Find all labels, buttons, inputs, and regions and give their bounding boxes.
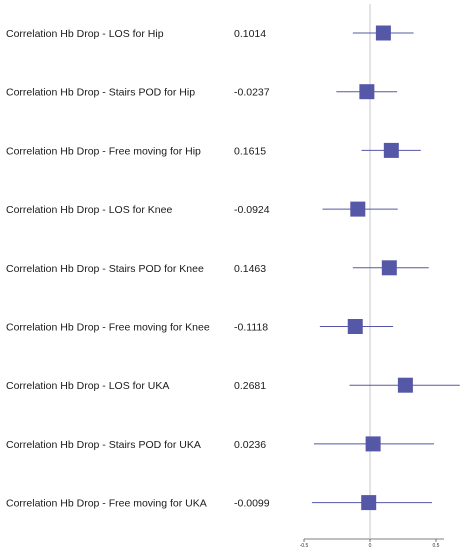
row-value: 0.1615	[234, 145, 266, 157]
row-value: -0.0924	[234, 204, 270, 216]
row-value: 0.0236	[234, 439, 266, 451]
estimate-marker	[350, 201, 366, 217]
forest-row: Correlation Hb Drop - Stairs POD for UKA…	[6, 436, 435, 452]
estimate-marker	[361, 495, 377, 511]
x-axis-tick-label: 0	[369, 543, 372, 549]
row-value: 0.1463	[234, 263, 266, 275]
row-label: Correlation Hb Drop - Stairs POD for Hip	[6, 87, 195, 99]
forest-row: Correlation Hb Drop - LOS for UKA 0.2681	[6, 377, 460, 393]
estimate-marker	[359, 84, 375, 100]
estimate-marker	[375, 25, 391, 41]
estimate-marker	[365, 436, 381, 452]
estimate-marker	[383, 142, 399, 158]
estimate-marker	[397, 377, 413, 393]
row-value: -0.1118	[234, 322, 268, 334]
row-label: Correlation Hb Drop - Free moving for Kn…	[6, 322, 210, 334]
row-value: 0.1014	[234, 28, 266, 40]
forest-row: Correlation Hb Drop - Free moving for Kn…	[6, 319, 394, 334]
forest-row: Correlation Hb Drop - Free moving for Hi…	[6, 142, 421, 158]
forest-row: Correlation Hb Drop - Stairs POD for Hip…	[6, 84, 398, 100]
row-value: -0.0237	[234, 87, 270, 99]
row-label: Correlation Hb Drop - LOS for Knee	[6, 204, 172, 216]
row-label: Correlation Hb Drop - LOS for Hip	[6, 28, 164, 40]
forest-row: Correlation Hb Drop - Stairs POD for Kne…	[6, 260, 429, 276]
row-label: Correlation Hb Drop - LOS for UKA	[6, 380, 169, 392]
estimate-marker	[381, 260, 397, 276]
forest-row: Correlation Hb Drop - LOS for Knee -0.092…	[6, 201, 398, 217]
row-value: -0.0099	[234, 498, 270, 510]
row-label: Correlation Hb Drop - Stairs POD for Kne…	[6, 263, 204, 275]
forest-row: Correlation Hb Drop - LOS for Hip 0.1014	[6, 25, 414, 41]
estimate-marker	[347, 319, 363, 334]
row-label: Correlation Hb Drop - Free moving for UK…	[6, 498, 207, 510]
row-label: Correlation Hb Drop - Free moving for Hi…	[6, 145, 201, 157]
x-axis-tick-label: -0.5	[300, 543, 309, 549]
forest-row: Correlation Hb Drop - Free moving for UK…	[6, 495, 433, 511]
row-value: 0.2681	[234, 380, 266, 392]
row-label: Correlation Hb Drop - Stairs POD for UKA	[6, 439, 201, 451]
x-axis-tick-label: 0.5	[433, 543, 440, 549]
